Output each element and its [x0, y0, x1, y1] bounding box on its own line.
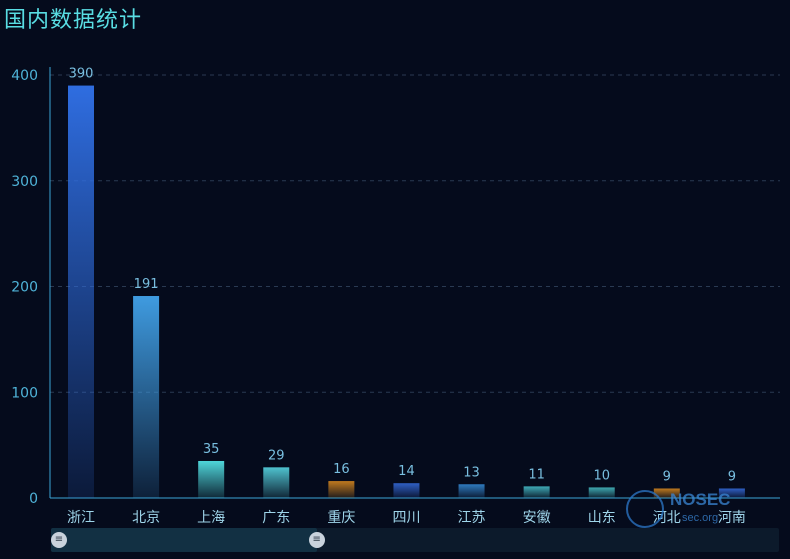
bar-广东[interactable] [263, 467, 290, 498]
value-label: 14 [398, 464, 415, 479]
y-tick-label: 200 [11, 280, 38, 296]
labels: 0 100 200 300 400 390 浙江 191 北京 35 上海 29 广东 16 重庆 14 四川 1… [11, 67, 746, 526]
zoom-handle-right[interactable]: ≡ [308, 532, 325, 548]
bar-河北[interactable] [653, 488, 680, 498]
y-tick-label: 0 [29, 491, 38, 507]
bar-山东[interactable] [588, 487, 615, 498]
x-category-label: 四川 [392, 510, 420, 526]
bar-四川[interactable] [393, 483, 420, 498]
zoom-slider-range[interactable] [51, 528, 317, 552]
bar-江苏[interactable] [458, 484, 485, 498]
x-category-label: 浙江 [67, 510, 95, 526]
zoom-handle-left[interactable]: ≡ [51, 532, 67, 548]
value-label: 13 [463, 465, 480, 480]
value-label: 9 [663, 469, 671, 484]
axes [49, 67, 780, 499]
y-tick-label: 400 [11, 68, 38, 84]
bar-重庆[interactable] [328, 481, 355, 498]
chart-title: 国内数据统计 [4, 8, 143, 33]
watermark-brand: NOSEC [670, 490, 731, 509]
x-category-label: 安徽 [523, 510, 551, 526]
x-category-label: 重庆 [327, 510, 355, 526]
shield-icon [626, 490, 664, 528]
value-label: 11 [528, 467, 545, 482]
x-category-label: 北京 [132, 510, 160, 526]
watermark: NOSEC sec.org [622, 488, 742, 534]
bar-安徽[interactable] [523, 486, 550, 498]
value-label: 10 [593, 468, 610, 483]
value-label: 35 [203, 442, 220, 457]
bar-河南[interactable] [718, 488, 745, 498]
grid-lines [50, 74, 780, 393]
bar-上海[interactable] [198, 460, 225, 498]
value-label: 16 [333, 462, 350, 477]
bars [68, 85, 745, 498]
x-category-label: 山东 [588, 510, 616, 526]
value-label: 191 [134, 277, 159, 292]
bar-北京[interactable] [133, 296, 160, 498]
bar-浙江[interactable] [68, 85, 94, 498]
x-category-label: 河南 [718, 510, 746, 526]
x-category-label: 江苏 [458, 510, 486, 526]
value-label: 29 [268, 448, 285, 463]
x-category-label: 广东 [262, 510, 290, 526]
value-label: 390 [69, 67, 94, 82]
value-label: 9 [728, 469, 736, 484]
y-tick-label: 300 [11, 174, 38, 190]
y-tick-label: 100 [11, 385, 38, 401]
x-category-label: 上海 [197, 510, 225, 526]
watermark-sub: sec.org [682, 512, 719, 524]
